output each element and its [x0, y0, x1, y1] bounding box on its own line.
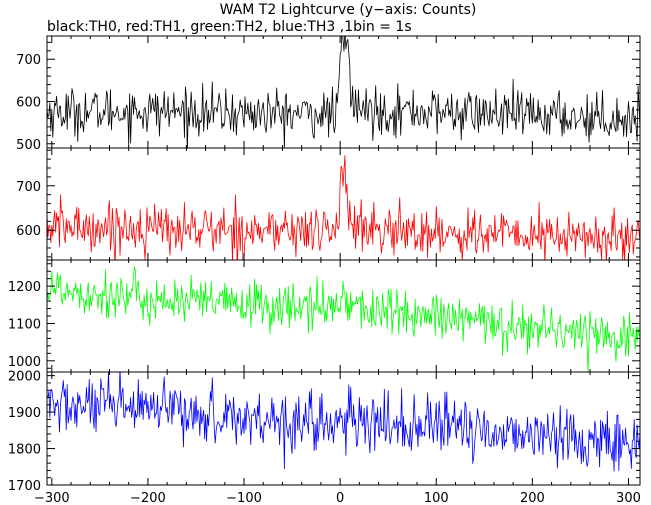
x-tick-label: −100 [226, 491, 262, 505]
y-tick-label: 1800 [8, 443, 41, 458]
y-tick-label: 600 [16, 96, 41, 111]
panel-frame [46, 371, 641, 486]
y-tick-label: 2000 [8, 370, 41, 385]
panel-th3: 1700 1800 1900 2000 [8, 370, 641, 494]
y-tick-label: 1700 [8, 479, 41, 494]
x-tick-label: −200 [130, 491, 166, 505]
series-line-th1 [47, 155, 640, 260]
y-tick-label: 700 [16, 180, 41, 195]
y-tick-label: 1100 [8, 317, 41, 332]
panel-th0: 500 600 700 [16, 35, 641, 153]
chart-title: WAM T2 Lightcurve (y−axis: Counts) [220, 2, 477, 18]
y-tick-label: 500 [16, 138, 41, 153]
x-tick-label: 300 [616, 491, 641, 505]
series-line-th2 [47, 266, 640, 372]
y-tick-label: 700 [16, 53, 41, 68]
x-tick-label: 200 [520, 491, 545, 505]
y-tick-label: 600 [16, 224, 41, 239]
y-tick-label: 1900 [8, 406, 41, 421]
series-line-th3 [47, 372, 640, 472]
y-tick-label: 1000 [8, 355, 41, 370]
x-tick-label: 0 [336, 491, 344, 505]
panel-frame [46, 35, 641, 149]
x-axis: −300 −200 −100 0 100 200 300 [34, 491, 641, 505]
series-line-th0 [47, 36, 640, 148]
y-tick-label: 1200 [8, 280, 41, 295]
chart-subtitle: black:TH0, red:TH1, green:TH2, blue:TH3 … [47, 19, 412, 35]
x-tick-label: 100 [424, 491, 449, 505]
panel-th1: 600 700 [16, 147, 641, 261]
panel-th2: 1000 1100 1200 [8, 259, 641, 373]
x-tick-label: −300 [34, 491, 70, 505]
panels-layer: 500 600 700 600 700 1000 1100 1200 1700 1800 1900 2… [8, 35, 641, 494]
